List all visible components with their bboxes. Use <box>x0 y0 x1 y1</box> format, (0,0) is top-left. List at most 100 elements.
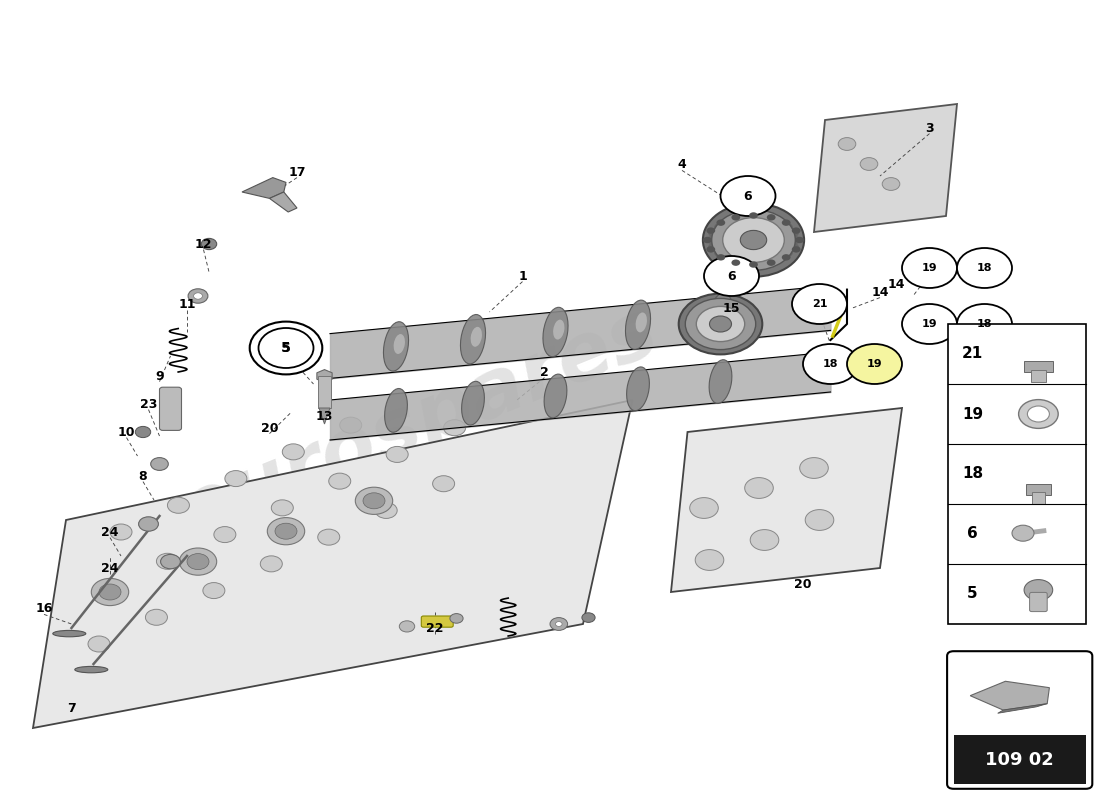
Ellipse shape <box>75 666 108 673</box>
Circle shape <box>761 257 772 265</box>
Polygon shape <box>814 104 957 232</box>
Circle shape <box>250 322 322 374</box>
Circle shape <box>782 223 793 231</box>
Circle shape <box>792 227 801 234</box>
Circle shape <box>761 215 772 223</box>
Circle shape <box>145 610 167 626</box>
Text: 16: 16 <box>35 602 53 614</box>
Ellipse shape <box>636 313 647 332</box>
Circle shape <box>696 306 745 342</box>
Circle shape <box>706 246 715 253</box>
Text: 2: 2 <box>540 366 549 378</box>
Circle shape <box>750 530 779 550</box>
Circle shape <box>703 203 804 277</box>
Circle shape <box>556 622 562 626</box>
Ellipse shape <box>53 630 86 637</box>
Text: 5: 5 <box>967 586 978 602</box>
Circle shape <box>792 246 801 253</box>
Circle shape <box>735 215 746 223</box>
Circle shape <box>139 517 158 531</box>
Text: 18: 18 <box>823 359 838 369</box>
Circle shape <box>432 476 454 492</box>
Text: 17: 17 <box>288 166 306 178</box>
Circle shape <box>329 473 351 489</box>
Circle shape <box>386 446 408 462</box>
Circle shape <box>318 529 340 545</box>
Circle shape <box>275 523 297 539</box>
Text: 13: 13 <box>316 410 333 422</box>
Circle shape <box>1027 406 1049 422</box>
Circle shape <box>202 582 224 598</box>
Text: 18: 18 <box>961 466 983 482</box>
Circle shape <box>767 214 775 221</box>
Circle shape <box>708 243 719 251</box>
Circle shape <box>957 248 1012 288</box>
FancyBboxPatch shape <box>947 651 1092 789</box>
Ellipse shape <box>626 300 650 350</box>
Circle shape <box>748 214 759 222</box>
Text: 109 02: 109 02 <box>986 750 1054 769</box>
Circle shape <box>724 254 735 262</box>
Circle shape <box>704 256 759 296</box>
Text: 24: 24 <box>101 526 119 538</box>
Circle shape <box>167 498 189 514</box>
Text: 8: 8 <box>139 470 147 482</box>
Circle shape <box>706 236 717 244</box>
FancyBboxPatch shape <box>160 387 182 430</box>
Text: 11: 11 <box>178 298 196 310</box>
Ellipse shape <box>544 374 566 418</box>
Circle shape <box>782 254 791 261</box>
FancyBboxPatch shape <box>318 376 331 408</box>
Text: 21: 21 <box>961 346 983 362</box>
FancyBboxPatch shape <box>1026 483 1050 494</box>
FancyBboxPatch shape <box>1030 592 1047 611</box>
Circle shape <box>1019 400 1058 429</box>
Polygon shape <box>319 408 330 424</box>
Circle shape <box>788 229 799 237</box>
Ellipse shape <box>461 314 485 364</box>
Polygon shape <box>998 704 1047 714</box>
Circle shape <box>745 478 773 498</box>
Polygon shape <box>317 370 332 382</box>
Circle shape <box>803 344 858 384</box>
Circle shape <box>685 298 756 350</box>
Circle shape <box>732 214 740 221</box>
Ellipse shape <box>708 293 733 342</box>
Circle shape <box>724 218 735 226</box>
Circle shape <box>860 158 878 170</box>
Circle shape <box>716 219 725 226</box>
Circle shape <box>213 526 235 542</box>
Text: 20: 20 <box>794 578 812 590</box>
Circle shape <box>703 237 712 243</box>
Circle shape <box>201 238 217 250</box>
Circle shape <box>272 500 294 516</box>
Circle shape <box>723 218 784 262</box>
Circle shape <box>550 618 568 630</box>
Circle shape <box>161 554 180 569</box>
Circle shape <box>187 554 209 570</box>
Circle shape <box>847 344 902 384</box>
Text: 9: 9 <box>155 370 164 382</box>
Circle shape <box>740 230 767 250</box>
Circle shape <box>179 548 217 575</box>
Circle shape <box>1024 579 1053 600</box>
FancyBboxPatch shape <box>1031 370 1046 382</box>
Circle shape <box>805 510 834 530</box>
Polygon shape <box>970 682 1049 710</box>
Ellipse shape <box>471 327 482 346</box>
Text: 21: 21 <box>812 299 827 309</box>
Circle shape <box>261 556 283 572</box>
Ellipse shape <box>627 367 649 410</box>
Circle shape <box>788 243 799 251</box>
Text: 6: 6 <box>727 270 736 282</box>
Text: 4: 4 <box>678 158 686 170</box>
Circle shape <box>91 578 129 606</box>
Circle shape <box>194 293 202 299</box>
Text: 19: 19 <box>867 359 882 369</box>
Polygon shape <box>270 192 297 212</box>
Text: 19: 19 <box>961 406 983 422</box>
Circle shape <box>710 316 732 332</box>
Circle shape <box>735 257 746 265</box>
Circle shape <box>695 550 724 570</box>
Circle shape <box>708 229 719 237</box>
